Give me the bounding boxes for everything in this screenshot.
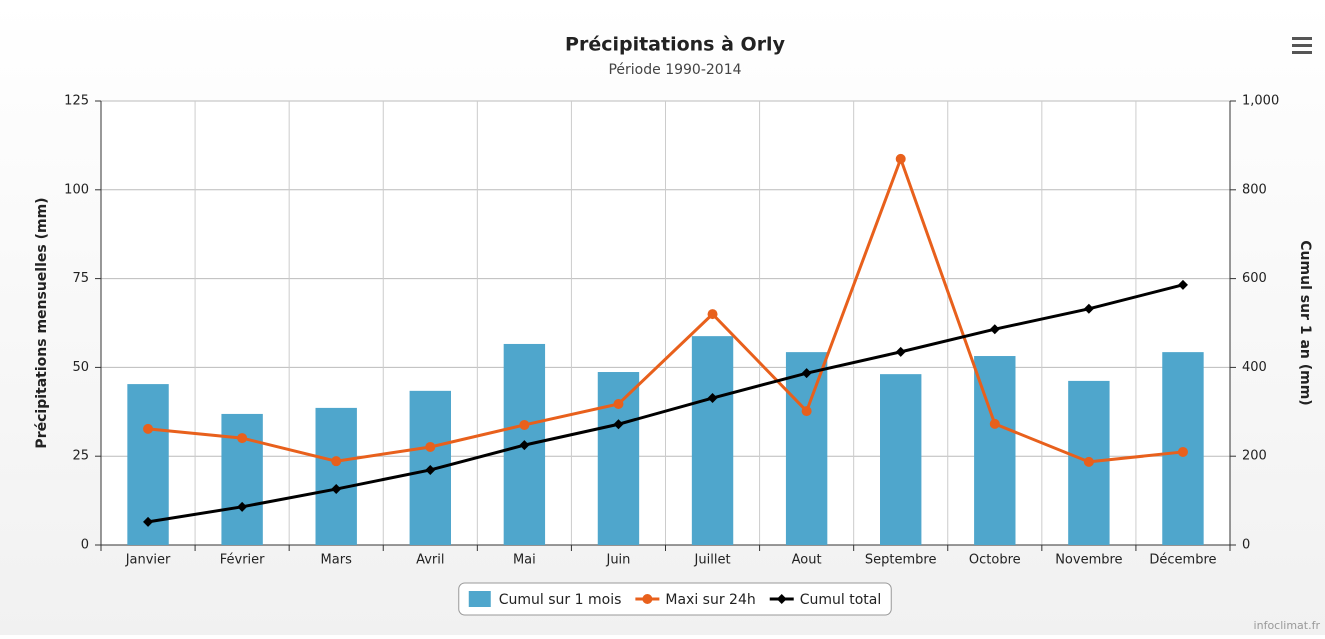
menu-bar (1292, 51, 1312, 54)
bar (691, 336, 734, 545)
y-tick-label: 25 (72, 449, 89, 464)
marker (237, 433, 248, 444)
legend-symbol (776, 594, 787, 604)
y2-tick-label: 800 (1242, 182, 1267, 197)
y2-tick-label: 1,000 (1242, 94, 1279, 109)
marker (519, 440, 530, 451)
menu-bar (1292, 37, 1312, 40)
marker (989, 324, 1000, 335)
menu-bar (1292, 44, 1312, 47)
x-tick-label: Avril (416, 553, 444, 568)
marker (1083, 456, 1094, 467)
legend: Cumul sur 1 mois Maxi sur 24h Cumul total (458, 582, 892, 616)
bar (597, 372, 640, 545)
marker (613, 419, 624, 430)
x-tick-label: Novembre (1055, 553, 1122, 568)
y2-tick-label: 0 (1242, 538, 1250, 553)
marker (895, 346, 906, 357)
y2-tick-label: 200 (1242, 449, 1267, 464)
y2-tick-label: 400 (1242, 360, 1267, 375)
y2-axis-title: Cumul sur 1 an (mm) (1297, 240, 1313, 405)
legend-label: Maxi sur 24h (665, 592, 755, 608)
marker (425, 441, 436, 452)
marker (143, 423, 154, 434)
x-tick-label: Mai (513, 553, 536, 568)
marker (895, 153, 906, 164)
legend-item: Cumul total (769, 592, 882, 608)
marker (989, 418, 1000, 429)
line (147, 283, 1184, 524)
y2-tick-label: 600 (1242, 271, 1267, 286)
x-tick-label: Juillet (694, 553, 731, 568)
marker (801, 368, 812, 379)
x-tick-label: Février (220, 553, 265, 568)
legend-symbol (468, 591, 491, 607)
y-tick-label: 50 (72, 360, 89, 375)
legend-box (458, 582, 892, 616)
x-tick-label: Septembre (865, 553, 937, 568)
y-tick-label: 75 (72, 271, 89, 286)
marker (801, 406, 812, 417)
marker (519, 419, 530, 430)
marker (1083, 303, 1094, 314)
bar (315, 407, 357, 545)
legend-item: Cumul sur 1 mois (468, 591, 622, 608)
marker (1177, 446, 1188, 457)
credit: infoclimat.fr (1254, 619, 1321, 632)
marker (707, 393, 718, 404)
legend-label: Cumul sur 1 mois (499, 592, 622, 608)
chart-title: Précipitations à Orly (565, 34, 786, 56)
legend-symbol (642, 594, 653, 604)
x-tick-label: Juin (605, 553, 630, 568)
bar (880, 374, 922, 545)
bar (785, 352, 828, 545)
legend-item: Maxi sur 24h (635, 592, 756, 608)
x-tick-label: Mars (321, 553, 353, 568)
x-tick-label: Décembre (1149, 553, 1216, 568)
marker (613, 398, 624, 409)
y-tick-label: 125 (64, 94, 89, 109)
y-tick-label: 100 (64, 182, 89, 197)
line (147, 154, 1184, 464)
y-tick-label: 0 (81, 538, 89, 553)
marker (143, 516, 154, 527)
x-tick-label: Aout (792, 553, 822, 568)
menu-button[interactable] (1292, 37, 1312, 54)
x-tick-label: Octobre (969, 553, 1021, 568)
marker (1177, 279, 1188, 290)
marker (707, 309, 718, 320)
marker (331, 484, 342, 495)
chart-subtitle: Période 1990-2014 (608, 62, 741, 78)
y-axis-title: Précipitations mensuelles (mm) (34, 197, 50, 448)
marker (425, 464, 436, 475)
marker (237, 501, 248, 512)
marker (331, 456, 342, 467)
legend-label: Cumul total (800, 592, 882, 608)
x-tick-label: Janvier (125, 553, 171, 568)
